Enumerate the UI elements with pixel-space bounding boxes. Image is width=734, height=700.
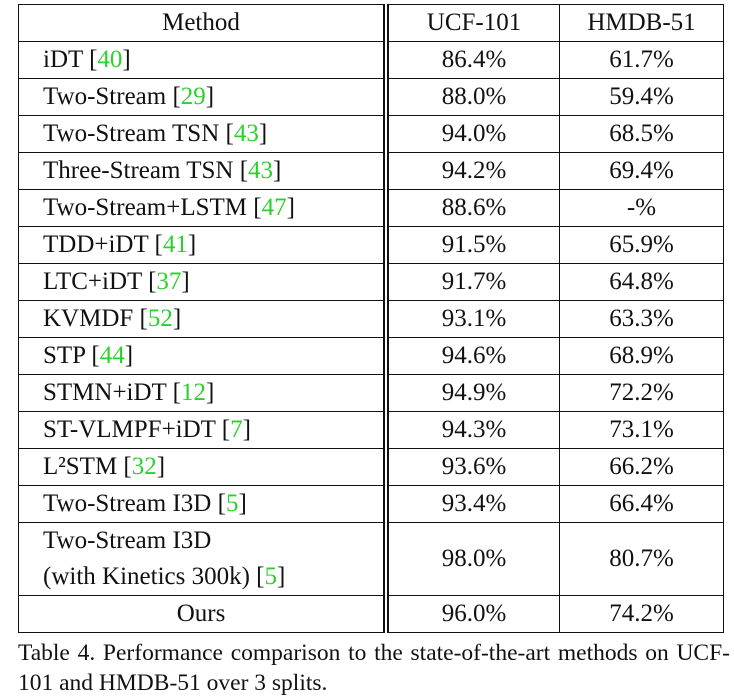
method-cell: Three-Stream TSN [43]: [18, 152, 389, 190]
ucf-cell: 88.6%: [385, 189, 560, 227]
table-row: Two-Stream I3D [5] 93.4% 66.4%: [18, 485, 724, 523]
table-row: LTC+iDT [37] 91.7% 64.8%: [18, 263, 724, 301]
hmdb-cell: 73.1%: [559, 411, 724, 449]
ucf-cell: 94.3%: [385, 411, 560, 449]
results-table: Method UCF-101 HMDB-51 iDT [40] 86.4% 61.7…: [18, 4, 724, 633]
hmdb-cell: 68.5%: [559, 115, 724, 153]
method-line: Two-Stream I3D: [43, 527, 212, 554]
table-row: iDT [40] 86.4% 61.7%: [18, 41, 724, 79]
caption: Table 4. Performance comparison to the s…: [18, 640, 730, 696]
ucf-cell: 96.0%: [385, 595, 560, 633]
hmdb-cell: 72.2%: [559, 374, 724, 412]
ucf-cell: 93.1%: [385, 300, 560, 338]
hmdb-cell: -%: [559, 189, 724, 227]
method-cell: Two-Stream I3D [5]: [18, 485, 389, 523]
header-cell: HMDB-51: [559, 4, 724, 42]
ucf-cell: 94.9%: [385, 374, 560, 412]
method-cell: STMN+iDT [12]: [18, 374, 389, 412]
ucf-cell: 94.0%: [385, 115, 560, 153]
ucf-cell: 88.0%: [385, 78, 560, 116]
hmdb-cell: 66.4%: [559, 485, 724, 523]
table-row: Two-Stream+LSTM [47] 88.6% -%: [18, 189, 724, 227]
table-row: ST-VLMPF+iDT [7] 94.3% 73.1%: [18, 411, 724, 449]
header-row: Method UCF-101 HMDB-51: [18, 4, 724, 42]
method-cell: Two-Stream I3D (with Kinetics 300k) [5]: [18, 522, 389, 596]
method-cell: Ours: [18, 595, 389, 633]
ucf-cell: 94.6%: [385, 337, 560, 375]
table-row: Three-Stream TSN [43] 94.2% 69.4%: [18, 152, 724, 190]
table-row: L²STM [32] 93.6% 66.2%: [18, 448, 724, 486]
method-cell: TDD+iDT [41]: [18, 226, 389, 264]
method-cell: ST-VLMPF+iDT [7]: [18, 411, 389, 449]
table-row: Ours 96.0% 74.2%: [18, 595, 724, 633]
method-cell: KVMDF [52]: [18, 300, 389, 338]
ucf-cell: 86.4%: [385, 41, 560, 79]
table-row: TDD+iDT [41] 91.5% 65.9%: [18, 226, 724, 264]
method-cell: L²STM [32]: [18, 448, 389, 486]
hmdb-cell: 61.7%: [559, 41, 724, 79]
hmdb-cell: 66.2%: [559, 448, 724, 486]
hmdb-cell: 69.4%: [559, 152, 724, 190]
method-cell: LTC+iDT [37]: [18, 263, 389, 301]
method-cell: Two-Stream [29]: [18, 78, 389, 116]
hmdb-cell: 68.9%: [559, 337, 724, 375]
table-row: KVMDF [52] 93.1% 63.3%: [18, 300, 724, 338]
header-cell: Method: [18, 4, 389, 42]
method-cell: Two-Stream TSN [43]: [18, 115, 389, 153]
hmdb-cell: 74.2%: [559, 595, 724, 633]
table-row: Two-Stream TSN [43] 94.0% 68.5%: [18, 115, 724, 153]
table-row: Two-Stream [29] 88.0% 59.4%: [18, 78, 724, 116]
hmdb-cell: 80.7%: [559, 522, 724, 596]
table-row: STP [44] 94.6% 68.9%: [18, 337, 724, 375]
ucf-cell: 93.4%: [385, 485, 560, 523]
hmdb-cell: 65.9%: [559, 226, 724, 264]
header-cell: UCF-101: [385, 4, 560, 42]
ucf-cell: 98.0%: [385, 522, 560, 596]
ucf-cell: 91.7%: [385, 263, 560, 301]
hmdb-cell: 59.4%: [559, 78, 724, 116]
table-row: Two-Stream I3D (with Kinetics 300k) [5] 98…: [18, 522, 724, 596]
method-line: (with Kinetics 300k) [5]: [43, 563, 286, 590]
ucf-cell: 93.6%: [385, 448, 560, 486]
hmdb-cell: 63.3%: [559, 300, 724, 338]
method-cell: iDT [40]: [18, 41, 389, 79]
method-cell: STP [44]: [18, 337, 389, 375]
method-cell: Two-Stream+LSTM [47]: [18, 189, 389, 227]
hmdb-cell: 64.8%: [559, 263, 724, 301]
ucf-cell: 91.5%: [385, 226, 560, 264]
ucf-cell: 94.2%: [385, 152, 560, 190]
table-row: STMN+iDT [12] 94.9% 72.2%: [18, 374, 724, 412]
